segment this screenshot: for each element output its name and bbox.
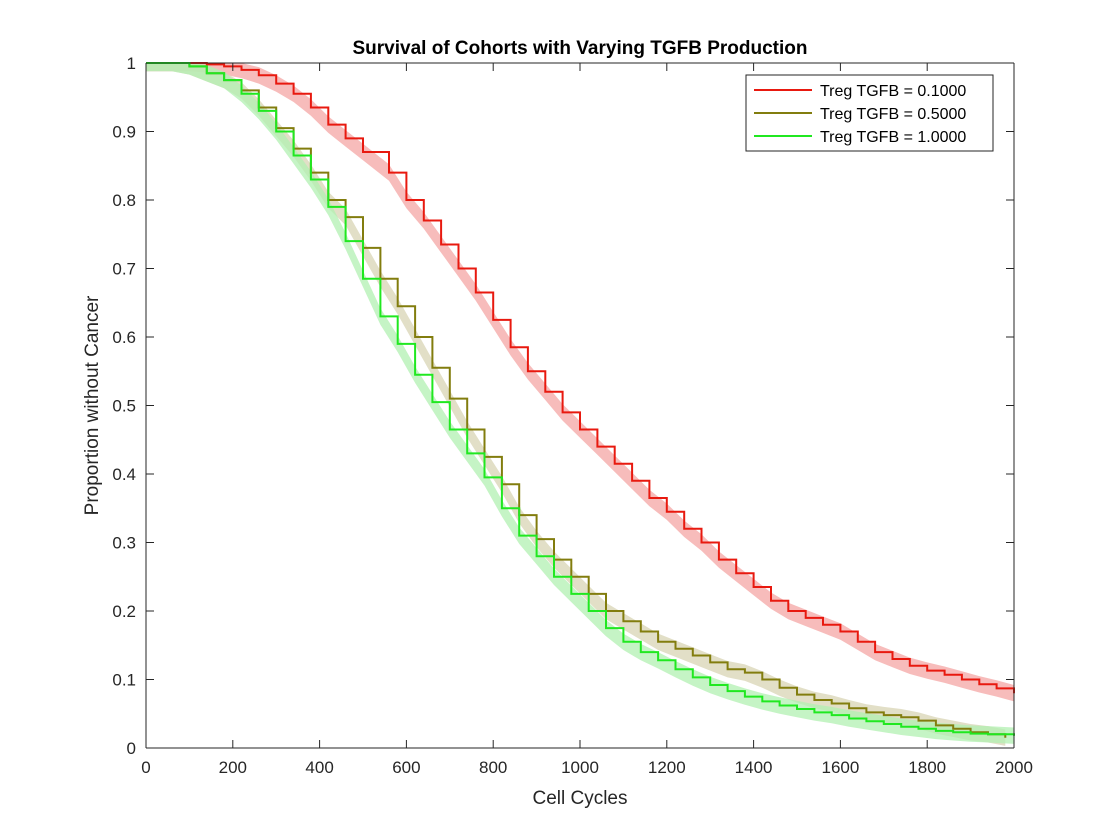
legend-label-3: Treg TGFB = 1.0000 — [820, 129, 966, 146]
y-tick-label: 0.1 — [112, 671, 136, 690]
y-tick-label: 0.2 — [112, 602, 136, 621]
x-tick-label: 2000 — [995, 758, 1033, 777]
y-tick-label: 0.8 — [112, 191, 136, 210]
chart-title: Survival of Cohorts with Varying TGFB Pr… — [353, 38, 808, 59]
y-tick-label: 0.3 — [112, 534, 136, 553]
confidence-bands — [146, 63, 1014, 746]
confidence-band-series-3 — [146, 63, 1014, 744]
x-tick-label: 400 — [305, 758, 333, 777]
x-tick-label: 1800 — [908, 758, 946, 777]
y-tick-label: 0.5 — [112, 397, 136, 416]
y-axis-label: Proportion without Cancer — [82, 295, 103, 515]
y-tick-label: 0 — [127, 739, 136, 758]
x-axis-label: Cell Cycles — [532, 788, 627, 809]
plot-area — [146, 63, 1014, 748]
series-line-3 — [146, 62, 1015, 736]
y-tick-label: 1 — [127, 54, 136, 73]
x-tick-label: 800 — [479, 758, 507, 777]
y-tick-label: 0.9 — [112, 123, 136, 142]
ticks: 0 200 400 600 800 1000 1200 1400 1600 1800 2000 0 0.… — [112, 54, 1033, 777]
series-line-1 — [146, 62, 1015, 694]
legend-label-1: Treg TGFB = 0.1000 — [820, 83, 966, 100]
y-tick-label: 0.6 — [112, 328, 136, 347]
legend: Treg TGFB = 0.1000 Treg TGFB = 0.5000 Treg… — [745, 74, 994, 152]
x-tick-label: 1200 — [648, 758, 686, 777]
x-tick-label: 1400 — [735, 758, 773, 777]
x-tick-label: 600 — [392, 758, 420, 777]
x-tick-label: 200 — [219, 758, 247, 777]
x-tick-label: 0 — [141, 758, 150, 777]
y-tick-label: 0.4 — [112, 465, 136, 484]
x-tick-label: 1600 — [821, 758, 859, 777]
legend-label-2: Treg TGFB = 0.5000 — [820, 106, 966, 123]
series-line-2 — [146, 62, 1007, 738]
x-tick-label: 1000 — [561, 758, 599, 777]
y-tick-label: 0.7 — [112, 260, 136, 279]
series-lines — [146, 62, 1015, 738]
